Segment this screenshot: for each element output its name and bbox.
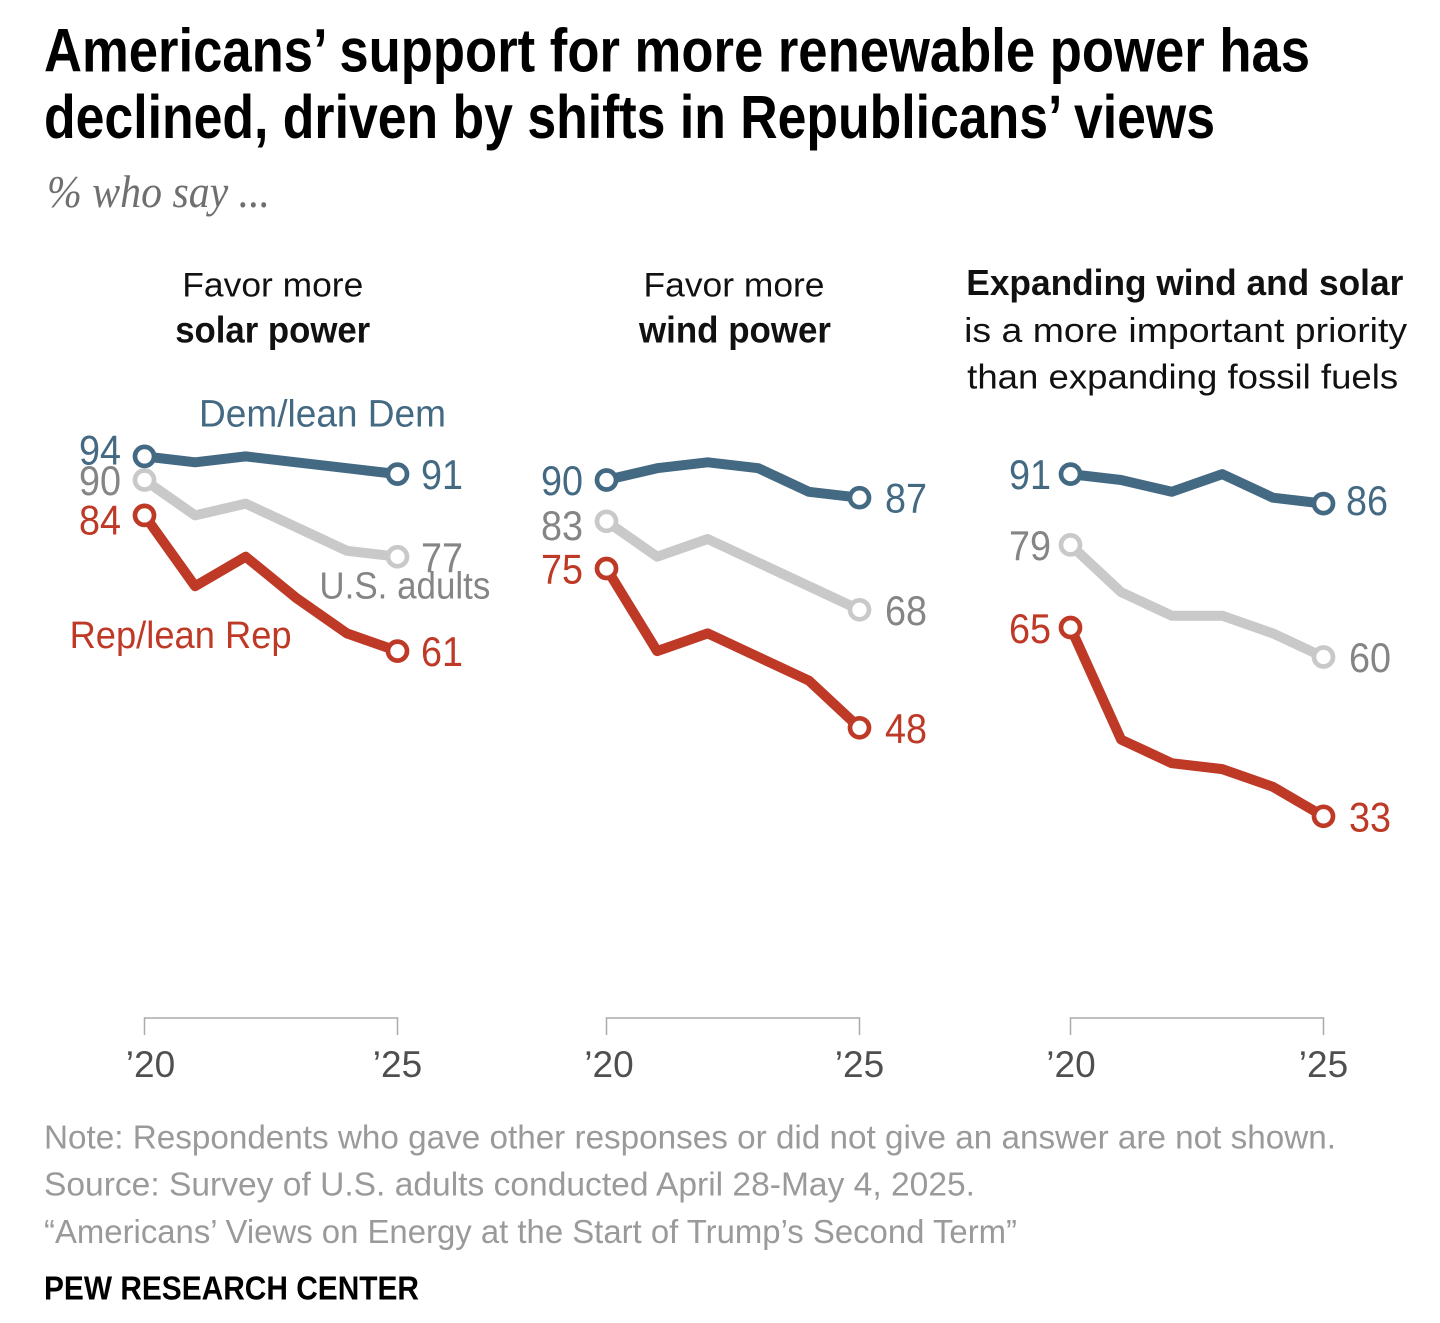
svg-text:86: 86 [1346, 477, 1388, 524]
svg-text:’20: ’20 [126, 1044, 175, 1085]
svg-text:33: 33 [1349, 793, 1391, 840]
svg-text:91: 91 [421, 451, 463, 498]
svg-text:Favor more: Favor more [182, 266, 363, 304]
svg-text:90: 90 [79, 457, 121, 504]
svg-text:is a more important priority: is a more important priority [964, 312, 1407, 350]
svg-text:77: 77 [421, 534, 463, 581]
svg-text:’25: ’25 [1299, 1044, 1348, 1085]
svg-text:’25: ’25 [835, 1044, 884, 1085]
svg-text:90: 90 [541, 457, 583, 504]
svg-text:68: 68 [885, 587, 927, 634]
svg-text:48: 48 [885, 705, 927, 752]
svg-text:Americans’ support for more re: Americans’ support for more renewable po… [44, 16, 1310, 84]
svg-text:Favor more: Favor more [644, 266, 825, 304]
svg-text:75: 75 [541, 546, 583, 593]
svg-text:than expanding fossil fuels: than expanding fossil fuels [967, 359, 1398, 397]
svg-text:91: 91 [1009, 451, 1051, 498]
svg-text:Source: Survey of U.S. adults: Source: Survey of U.S. adults conducted … [44, 1166, 975, 1203]
svg-text:79: 79 [1009, 522, 1051, 569]
svg-text:94: 94 [79, 426, 121, 473]
svg-text:’25: ’25 [373, 1044, 422, 1085]
svg-text:wind power: wind power [638, 309, 831, 350]
svg-text:PEW RESEARCH CENTER: PEW RESEARCH CENTER [44, 1270, 419, 1307]
svg-text:declined, driven by shifts in: declined, driven by shifts in Republican… [44, 83, 1215, 151]
svg-text:% who say ...: % who say ... [47, 166, 270, 217]
svg-text:87: 87 [885, 475, 927, 522]
svg-text:solar power: solar power [175, 309, 370, 350]
svg-text:84: 84 [79, 496, 121, 543]
svg-text:83: 83 [541, 502, 583, 549]
svg-text:“Americans’ Views on Energy at: “Americans’ Views on Energy at the Start… [44, 1213, 1017, 1250]
svg-text:U.S. adults: U.S. adults [319, 566, 490, 608]
svg-text:60: 60 [1349, 634, 1391, 681]
svg-text:Dem/lean Dem: Dem/lean Dem [199, 394, 446, 436]
svg-text:65: 65 [1009, 605, 1051, 652]
svg-text:Rep/lean Rep: Rep/lean Rep [70, 615, 292, 657]
svg-text:Note: Respondents who gave oth: Note: Respondents who gave other respons… [44, 1118, 1336, 1155]
svg-text:’20: ’20 [584, 1044, 633, 1085]
svg-text:Expanding wind and solar: Expanding wind and solar [966, 262, 1403, 303]
svg-text:’20: ’20 [1046, 1044, 1095, 1085]
svg-text:61: 61 [421, 628, 463, 675]
